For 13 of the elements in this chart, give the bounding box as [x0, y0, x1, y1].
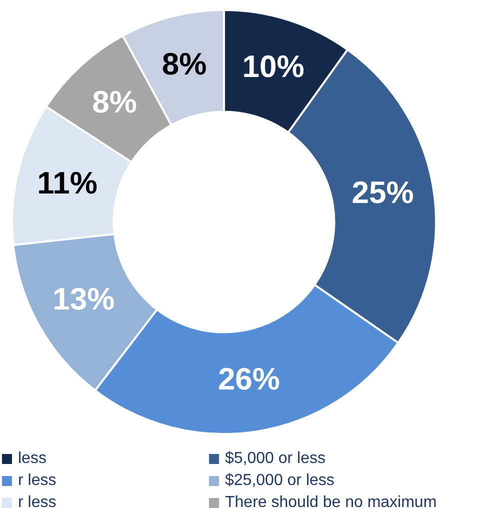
data-label: 13% — [52, 282, 115, 317]
legend-label: r less — [18, 494, 56, 512]
data-label: 10% — [242, 49, 304, 84]
data-label: 11% — [37, 165, 98, 200]
legend-label: r less — [18, 472, 56, 490]
data-label: 25% — [352, 175, 414, 210]
legend-label: $5,000 or less — [225, 450, 326, 468]
legend-label: less — [18, 450, 46, 468]
data-label: 8% — [92, 84, 137, 120]
data-label: 8% — [162, 46, 207, 82]
data-label: 26% — [218, 362, 280, 397]
legend-label: $25,000 or less — [225, 472, 334, 490]
legend-label: There should be no maximum — [225, 494, 437, 512]
